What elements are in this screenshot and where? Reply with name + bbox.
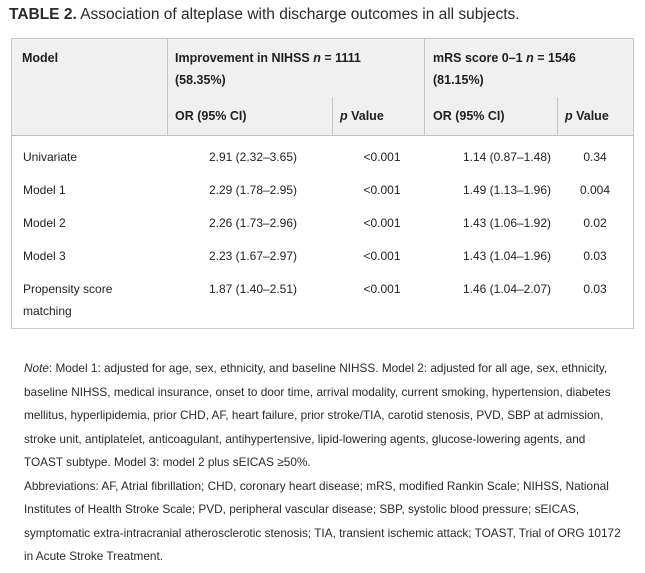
row-p-nihss: <0.001 <box>363 249 401 263</box>
table-header: Model Improvement in NIHSS n = 1111 (58.… <box>12 39 633 136</box>
header-model: Model <box>22 51 59 65</box>
row-or-mrs: 1.43 (1.04–1.96) <box>462 249 552 263</box>
row-model: Model 3 <box>23 249 66 263</box>
header-p-mrs-italic: p <box>565 109 573 123</box>
header-group-mrs-percent: (81.15%) <box>433 73 484 87</box>
header-group-mrs: mRS score 0–1 n = 1546 (81.15%) <box>433 47 628 91</box>
header-or-nihss: OR (95% CI) <box>175 109 247 123</box>
note-text: : Model 1: adjusted for age, sex, ethnic… <box>24 361 611 469</box>
row-model: Model 1 <box>23 183 66 197</box>
table-label: TABLE 2. <box>9 6 77 23</box>
row-or-mrs: 1.14 (0.87–1.48) <box>462 150 552 164</box>
row-p-nihss: <0.001 <box>363 216 401 230</box>
header-group-nihss: Improvement in NIHSS n = 1111 (58.35%) <box>175 47 420 91</box>
header-p-nihss-rest: Value <box>347 109 384 123</box>
header-group-mrs-text: mRS score 0–1 <box>433 51 527 65</box>
row-p-mrs: 0.004 <box>579 183 611 197</box>
row-model: Univariate <box>23 150 78 164</box>
header-p-mrs-rest: Value <box>572 109 609 123</box>
table-footnotes: Note: Model 1: adjusted for age, sex, et… <box>24 357 624 569</box>
results-table: Model Improvement in NIHSS n = 1111 (58.… <box>11 38 634 329</box>
row-or-nihss: 1.87 (1.40–2.51) <box>208 282 298 296</box>
row-p-nihss: <0.001 <box>363 183 401 197</box>
header-divider <box>167 39 168 135</box>
header-divider <box>424 39 425 135</box>
header-group-mrs-n: n <box>526 51 534 65</box>
header-group-nihss-count: = 1111 <box>320 51 361 65</box>
row-model: Model 2 <box>23 216 66 230</box>
row-or-mrs: 1.46 (1.04–2.07) <box>462 282 552 296</box>
row-or-nihss: 2.91 (2.32–3.65) <box>208 150 298 164</box>
header-group-nihss-n: n <box>313 51 321 65</box>
abbreviations-paragraph: Abbreviations: AF, Atrial fibrillation; … <box>24 478 621 564</box>
header-p-nihss-italic: p <box>340 109 348 123</box>
header-divider <box>557 97 558 135</box>
row-p-mrs: 0.34 <box>583 150 607 164</box>
row-or-nihss: 2.29 (1.78–2.95) <box>208 183 298 197</box>
row-or-nihss: 2.23 (1.67–2.97) <box>208 249 298 263</box>
header-group-nihss-text: Improvement in NIHSS <box>175 51 314 65</box>
table-caption: Association of alteplase with discharge … <box>80 6 520 23</box>
row-or-mrs: 1.43 (1.06–1.92) <box>462 216 552 230</box>
header-group-nihss-percent: (58.35%) <box>175 73 226 87</box>
row-p-mrs: 0.03 <box>583 282 607 296</box>
row-or-nihss: 2.26 (1.73–2.96) <box>208 216 298 230</box>
note-paragraph: Note: Model 1: adjusted for age, sex, et… <box>24 357 624 475</box>
row-p-nihss: <0.001 <box>363 282 401 296</box>
note-label: Note <box>24 361 49 375</box>
row-p-mrs: 0.02 <box>583 216 607 230</box>
header-p-mrs: p Value <box>565 105 609 127</box>
row-p-mrs: 0.03 <box>583 249 607 263</box>
table-title: TABLE 2. Association of alteplase with d… <box>9 6 639 24</box>
header-group-mrs-count: = 1546 <box>533 51 576 65</box>
header-divider <box>332 97 333 135</box>
row-p-nihss: <0.001 <box>363 150 401 164</box>
header-p-nihss: p Value <box>340 105 384 127</box>
row-or-mrs: 1.49 (1.13–1.96) <box>462 183 552 197</box>
row-model: Propensity score matching <box>23 282 113 318</box>
header-or-mrs: OR (95% CI) <box>433 109 505 123</box>
